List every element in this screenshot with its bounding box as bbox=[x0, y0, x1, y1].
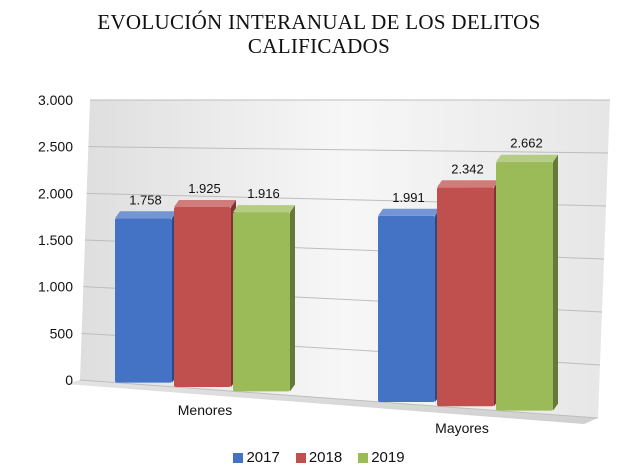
gridline bbox=[79, 379, 599, 419]
chart-title: EVOLUCIÓN INTERANUAL DE LOS DELITOS CALI… bbox=[0, 10, 638, 58]
legend-label: 2018 bbox=[308, 449, 343, 466]
legend-swatch bbox=[233, 452, 244, 463]
legend-item-2018: 2018 bbox=[295, 449, 343, 466]
legend-item-2019: 2019 bbox=[358, 449, 405, 466]
gridline bbox=[88, 146, 609, 154]
legend: 2017 2018 2019 bbox=[0, 449, 638, 466]
data-label: 2.342 bbox=[451, 161, 484, 176]
bar-front bbox=[496, 161, 553, 411]
data-label: 1.991 bbox=[392, 190, 425, 205]
y-tick-label: 0 bbox=[65, 372, 73, 388]
y-tick-label: 2.000 bbox=[38, 185, 73, 201]
bar-top bbox=[378, 208, 440, 216]
data-label: 1.758 bbox=[129, 192, 162, 207]
bar-front bbox=[115, 218, 172, 383]
bar-mayores-2017 bbox=[378, 208, 440, 402]
legend-label: 2019 bbox=[371, 449, 405, 466]
bar-menores-2019 bbox=[233, 205, 295, 392]
chart-floor bbox=[66, 380, 598, 424]
bar-side bbox=[290, 205, 295, 392]
legend-label: 2017 bbox=[246, 449, 280, 466]
bar-menores-2018 bbox=[174, 199, 236, 387]
chart-title-line-2: CALIFICADOS bbox=[247, 34, 391, 58]
data-label: 1.925 bbox=[188, 181, 221, 196]
y-tick-label: 1.000 bbox=[38, 279, 73, 295]
legend-swatch bbox=[358, 452, 369, 463]
category-label-mayores: Mayores bbox=[435, 420, 489, 436]
bar-front bbox=[378, 215, 435, 402]
legend-item-2017: 2017 bbox=[233, 449, 280, 466]
bar-menores-2017 bbox=[115, 211, 177, 383]
bar-front bbox=[174, 206, 231, 387]
bar-top bbox=[437, 180, 499, 188]
bar-top bbox=[115, 211, 177, 219]
data-label: 2.662 bbox=[510, 136, 543, 151]
bar-top bbox=[496, 154, 558, 162]
legend-swatch bbox=[295, 452, 306, 463]
bar-mayores-2018 bbox=[437, 180, 499, 407]
bar-side bbox=[553, 154, 558, 411]
data-label: 1.916 bbox=[247, 186, 280, 201]
chart-title-line-1: EVOLUCIÓN INTERANUAL DE LOS DELITOS bbox=[97, 10, 541, 34]
bar-front bbox=[233, 212, 290, 392]
bar-front bbox=[437, 187, 494, 407]
y-tick-label: 3.000 bbox=[38, 92, 73, 108]
y-tick-label: 500 bbox=[50, 325, 74, 341]
y-tick-label: 2.500 bbox=[38, 139, 73, 155]
category-label-menores: Menores bbox=[178, 402, 232, 418]
bar-mayores-2019 bbox=[496, 154, 558, 411]
y-tick-label: 1.500 bbox=[38, 232, 73, 248]
bar-top bbox=[233, 205, 295, 213]
bar-top bbox=[174, 199, 236, 207]
